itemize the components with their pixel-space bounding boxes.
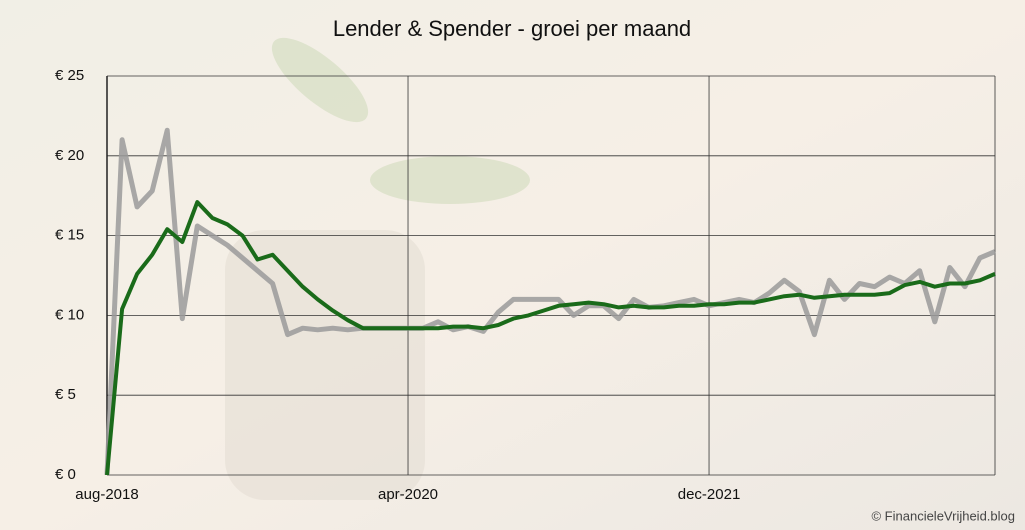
y-tick-label: € 25 (55, 67, 84, 84)
series-line (105, 200, 996, 476)
chart-title: Lender & Spender - groei per maand (333, 16, 691, 41)
leaf-shape (370, 156, 530, 204)
y-tick-label: € 20 (55, 147, 84, 164)
y-tick-label: € 15 (55, 227, 84, 244)
y-tick-label: € 10 (55, 306, 84, 323)
credit: © FinancieleVrijheid.blog (871, 508, 1015, 523)
x-tick-label: apr-2020 (378, 486, 438, 503)
leaf-shape (271, 37, 369, 123)
series-line (104, 127, 996, 476)
y-tick-label: € 0 (55, 466, 76, 483)
x-tick-label: dec-2021 (678, 486, 741, 503)
y-tick-label: € 5 (55, 386, 76, 403)
x-tick-label: aug-2018 (75, 486, 138, 503)
